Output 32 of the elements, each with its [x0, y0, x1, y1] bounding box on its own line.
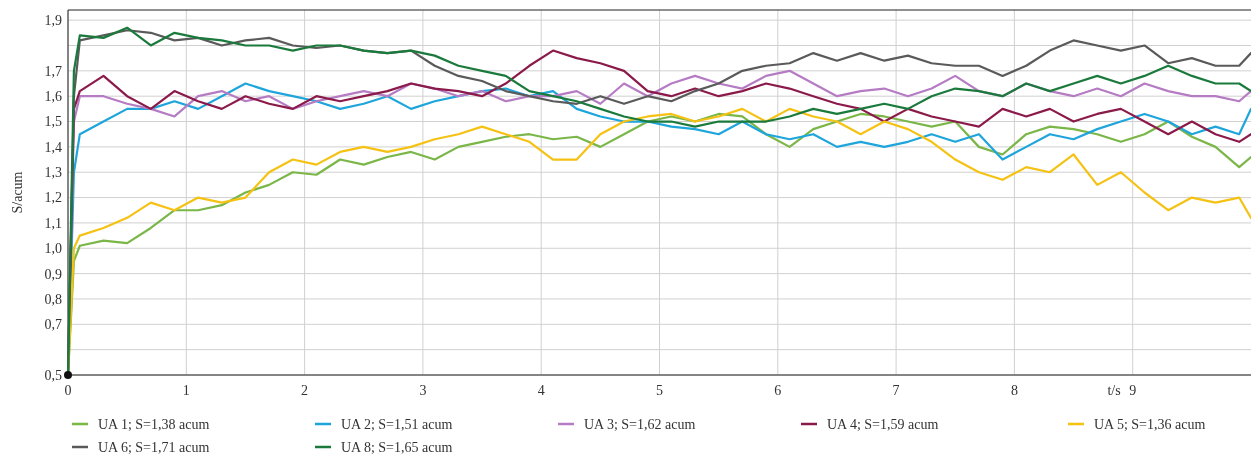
x-tick-label: 6 [774, 383, 782, 398]
y-tick-label: 1,7 [44, 63, 62, 79]
y-tick-label: 1,2 [44, 190, 62, 206]
x-tick-label: 5 [656, 383, 663, 398]
legend-label: UA 1; S=1,38 acum [98, 416, 210, 432]
x-axis-title: t/s [1107, 383, 1121, 398]
legend-label: UA 3; S=1,62 acum [584, 416, 696, 432]
y-tick-label: 1,4 [44, 139, 62, 155]
x-tick-label: 8 [1010, 383, 1018, 398]
y-tick-label: 0,8 [44, 291, 62, 307]
legend-label: UA 5; S=1,36 acum [1094, 416, 1206, 432]
legend-label: UA 4; S=1,59 acum [827, 416, 939, 432]
y-axis-title: S/acum [10, 171, 25, 214]
legend-label: UA 6; S=1,71 acum [98, 439, 210, 455]
x-tick-label: 0 [64, 383, 72, 398]
legend-label: UA 8; S=1,65 acum [341, 439, 453, 455]
legend-label: UA 2; S=1,51 acum [341, 416, 453, 432]
x-tick-label: 7 [892, 383, 900, 398]
y-tick-label: 0,9 [44, 266, 62, 282]
x-tick-label: 3 [419, 383, 427, 398]
y-tick-label: 0,7 [44, 317, 62, 333]
y-tick-label: 1,1 [44, 215, 62, 231]
x-tick-label: 1 [182, 383, 190, 398]
y-tick-label: 1,5 [44, 114, 62, 130]
y-tick-label: 1,3 [44, 165, 62, 181]
y-tick-label: 1,9 [44, 13, 62, 29]
y-tick-label: 1,0 [44, 241, 62, 257]
y-tick-label: 1,6 [44, 89, 62, 105]
x-tick-label: 2 [301, 383, 309, 398]
x-tick-label: 4 [537, 383, 545, 398]
y-tick-label: 0,5 [44, 367, 62, 383]
x-tick-label: 9 [1129, 383, 1137, 398]
